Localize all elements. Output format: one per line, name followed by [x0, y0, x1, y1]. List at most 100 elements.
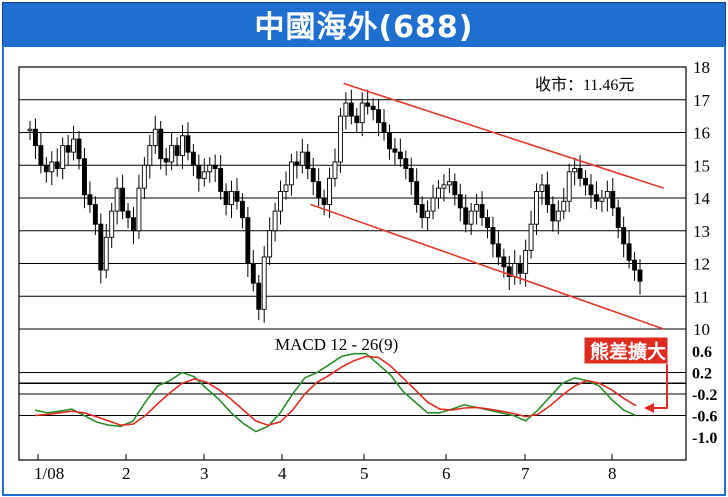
candle-body	[441, 184, 447, 189]
candle-body	[261, 256, 267, 310]
candle-body	[256, 282, 262, 310]
candle-body	[185, 135, 191, 153]
candle-body	[528, 223, 534, 251]
candle-body	[463, 207, 469, 225]
candle-body	[490, 227, 496, 245]
candle-body	[288, 161, 294, 186]
candle-body	[337, 115, 343, 163]
price-tick-label: 12	[693, 255, 710, 274]
candle-body	[517, 263, 523, 274]
candle-body	[621, 227, 627, 245]
candle-body	[370, 105, 376, 111]
candle-body	[392, 148, 398, 153]
price-tick-label: 16	[693, 124, 710, 143]
candle-body	[136, 187, 142, 232]
price-candles	[27, 89, 643, 323]
candle-body	[523, 249, 529, 274]
candle-body	[430, 197, 436, 212]
candle-body	[403, 158, 409, 169]
candle-body	[103, 236, 109, 271]
candle-body	[239, 200, 245, 219]
candle-body	[419, 204, 425, 219]
x-tick-label: 2	[122, 464, 131, 483]
candle-body	[425, 210, 431, 219]
candle-body	[201, 171, 207, 179]
candle-body	[245, 217, 251, 264]
candle-body	[54, 161, 60, 169]
candle-body	[250, 263, 256, 284]
candle-body	[174, 145, 180, 156]
callout-arrowhead	[644, 403, 654, 413]
candle-body	[32, 128, 38, 147]
candle-body	[147, 145, 153, 166]
candle-body	[158, 128, 164, 160]
candle-body	[637, 269, 643, 282]
macd-lines	[34, 352, 637, 433]
x-tick-label: 6	[442, 464, 451, 483]
candle-body	[310, 168, 316, 183]
candle-body	[359, 102, 365, 124]
candle-body	[555, 210, 561, 222]
macd-series-line	[34, 355, 637, 427]
candle-body	[234, 190, 240, 202]
outer-border	[2, 45, 726, 496]
candle-body	[223, 190, 229, 205]
candle-body	[60, 145, 66, 169]
candle-body	[414, 181, 420, 205]
candle-body	[572, 168, 578, 173]
callout-box	[583, 336, 669, 365]
candle-body	[109, 210, 115, 238]
x-tick-label: 1/08	[34, 464, 64, 483]
callout-text: 熊差擴大	[590, 340, 666, 363]
candle-body	[229, 190, 234, 205]
candle-body	[294, 161, 300, 166]
macd-tick-label: 0.6	[692, 344, 712, 361]
candle-body	[321, 197, 327, 205]
candle-body	[550, 204, 556, 222]
candle-body	[163, 158, 169, 163]
candle-body	[604, 190, 610, 199]
candle-body	[387, 132, 392, 150]
price-tick-label: 13	[693, 222, 710, 241]
candle-body	[141, 164, 147, 189]
candle-body	[305, 151, 311, 169]
price-tick-label: 14	[693, 189, 711, 208]
price-tick-label: 11	[693, 287, 709, 306]
price-grid	[19, 66, 686, 330]
x-axis-labels: 1/08 2 3 4 5 6 7 8	[34, 454, 617, 483]
x-tick-label: 8	[608, 464, 617, 483]
candle-body	[626, 243, 632, 261]
candle-body	[49, 161, 55, 173]
candle-body	[632, 259, 638, 271]
x-tick-label: 5	[360, 464, 369, 483]
macd-title: MACD 12 - 26(9)	[275, 335, 398, 354]
candle-body	[125, 210, 131, 219]
chart-title: 中國海外(688)	[254, 10, 474, 45]
macd-tick-label: -1.0	[692, 430, 717, 447]
candle-body	[381, 122, 387, 133]
candle-body	[131, 217, 136, 232]
candle-body	[599, 197, 605, 202]
candle-body	[152, 128, 158, 147]
candle-body	[343, 102, 349, 117]
candle-body	[408, 168, 414, 183]
macd-grid	[19, 372, 686, 416]
candle-body	[588, 184, 594, 196]
candle-body	[446, 181, 452, 186]
candle-body	[278, 190, 283, 212]
candle-body	[457, 194, 463, 209]
candle-body	[534, 190, 539, 225]
candle-body	[218, 168, 224, 192]
candle-body	[354, 115, 360, 124]
candle-body	[327, 177, 333, 206]
candle-body	[452, 181, 458, 196]
candle-body	[544, 184, 550, 205]
candle-body	[120, 187, 126, 212]
candle-body	[27, 128, 33, 132]
candle-body	[577, 168, 583, 179]
price-axis-labels: 10 11 12 13 14 15 16 17 18	[693, 58, 711, 339]
title-bar: 中國海外(688)	[2, 2, 726, 46]
macd-tick-label: 0.2	[692, 366, 712, 383]
candle-body	[272, 210, 278, 232]
candle-body	[316, 181, 322, 199]
